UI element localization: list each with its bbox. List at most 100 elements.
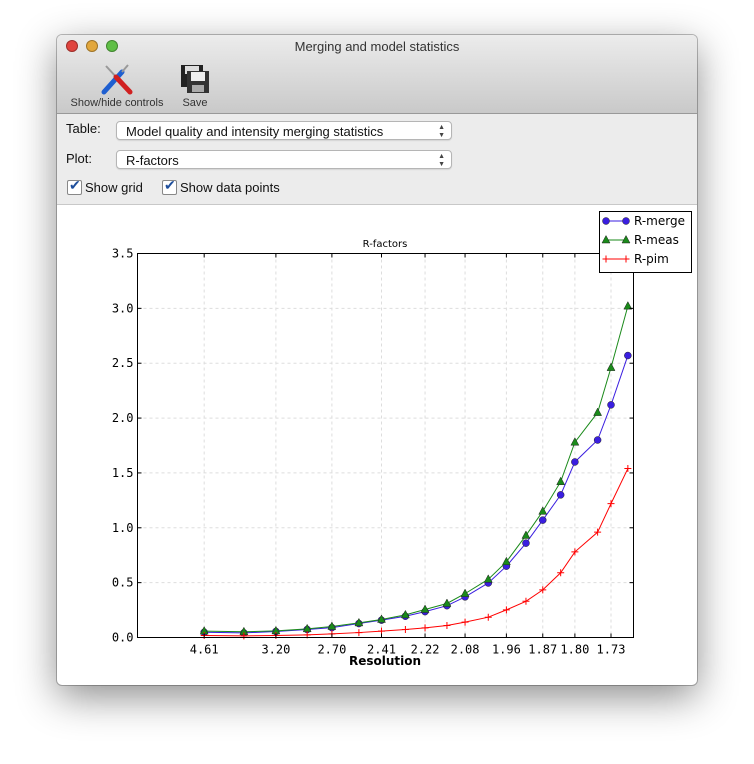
data-point [502,606,510,614]
floppy-disk-icon [175,61,215,97]
series-line [204,355,629,634]
updown-arrows-icon: ▲ ▼ [438,153,445,168]
series-r-merge [200,351,632,637]
save-label: Save [182,97,208,109]
data-point [593,436,602,444]
data-point [421,624,429,632]
updown-arrows-icon: ▲ ▼ [438,124,445,139]
series-r-meas [199,301,633,636]
data-point [556,476,566,485]
data-point [521,530,531,539]
grid [137,253,634,638]
chart-title: R-factors [363,239,408,250]
show-grid-label: Show grid [85,180,143,195]
data-point [623,301,633,310]
data-point [571,548,579,556]
data-point [557,569,565,577]
x-tick-label: 1.73 [597,643,626,657]
series-lines [199,301,633,640]
x-tick-label: 1.96 [492,643,521,657]
show-hide-controls-label: Show/hide controls [70,97,164,109]
close-button[interactable] [66,40,78,52]
legend-marker [601,234,611,244]
plot-label: Plot: [66,151,93,166]
legend: R-merge R-meas R-pim [599,211,692,273]
data-point [461,618,469,626]
titlebar: Merging and model statistics Show/hide c… [57,35,697,114]
data-point [501,556,511,566]
data-point [556,491,565,499]
table-select-value: Model quality and intensity merging stat… [126,124,384,139]
x-axis-label: Resolution [349,654,421,668]
data-point [522,597,530,605]
legend-box [599,211,692,273]
data-point [377,627,385,635]
y-tick-label: 0.5 [112,576,134,590]
data-point [484,613,492,621]
data-point [442,598,452,607]
data-point [624,351,632,360]
plot-frame [137,253,634,638]
legend-marker [622,217,630,225]
data-point [354,617,364,627]
app-window: Merging and model statistics Show/hide c… [57,35,697,685]
data-point [539,516,547,524]
window-title: Merging and model statistics [294,39,460,54]
table-label: Table: [66,121,101,136]
y-tick-label: 2.5 [112,356,134,370]
table-select[interactable]: Model quality and intensity merging stat… [116,121,452,140]
x-tick-label: 2.41 [367,643,396,657]
y-tick-label: 1.0 [112,521,134,535]
legend-label: R-meas [634,233,679,247]
y-tick-label: 0.0 [112,631,134,645]
data-point [327,621,337,630]
tools-icon [65,61,169,97]
plot-select-value: R-factors [126,153,179,168]
show-data-points-checkbox[interactable]: Show data points [162,177,280,195]
x-tick-label: 1.87 [528,643,557,657]
checkbox-checked[interactable] [162,177,177,195]
checkbox-checked[interactable] [67,177,82,195]
x-tick-label: 2.22 [411,643,440,657]
legend-marker [602,217,610,225]
controls-panel: Table: Model quality and intensity mergi… [57,114,697,205]
data-point [400,609,410,619]
y-tick-label: 1.5 [112,466,134,480]
save-button[interactable]: Save [175,61,215,109]
data-point [539,586,547,594]
y-tick-label: 3.5 [112,247,134,261]
data-point [624,465,632,473]
show-grid-checkbox[interactable]: Show grid [67,177,143,195]
data-point [593,407,603,416]
y-tick-label: 2.0 [112,411,134,425]
x-tick-label: 4.61 [190,643,219,657]
series-r-pim [200,465,632,640]
zoom-button[interactable] [106,40,118,52]
legend-label: R-pim [634,252,669,266]
data-point [460,588,470,597]
data-point [401,625,409,633]
show-data-points-label: Show data points [180,180,280,195]
data-point [522,539,530,547]
series-line [204,468,629,637]
x-tick-label: 2.70 [317,643,346,657]
data-point [355,629,363,637]
minimize-button[interactable] [86,40,98,52]
data-point [606,362,616,371]
data-point [607,500,615,508]
x-tick-label: 3.20 [261,643,290,657]
plot-select[interactable]: R-factors ▲ ▼ [116,150,452,169]
x-tick-label: 1.80 [560,643,589,657]
series-line [204,306,629,633]
y-tick-label: 3.0 [112,301,134,315]
show-hide-controls-button[interactable]: Show/hide controls [65,61,169,109]
data-point [570,437,580,446]
data-point [443,622,451,630]
data-point [420,604,430,613]
data-point [607,401,615,409]
x-tick-label: 2.08 [451,643,480,657]
data-point [377,614,386,623]
axis-ticks: 0.0 0.5 1.0 1.5 2.0 2.5 3.0 3.5 4.61 3.20 2.70 2.41… [112,247,634,657]
data-point [483,574,493,583]
data-point [571,458,579,466]
